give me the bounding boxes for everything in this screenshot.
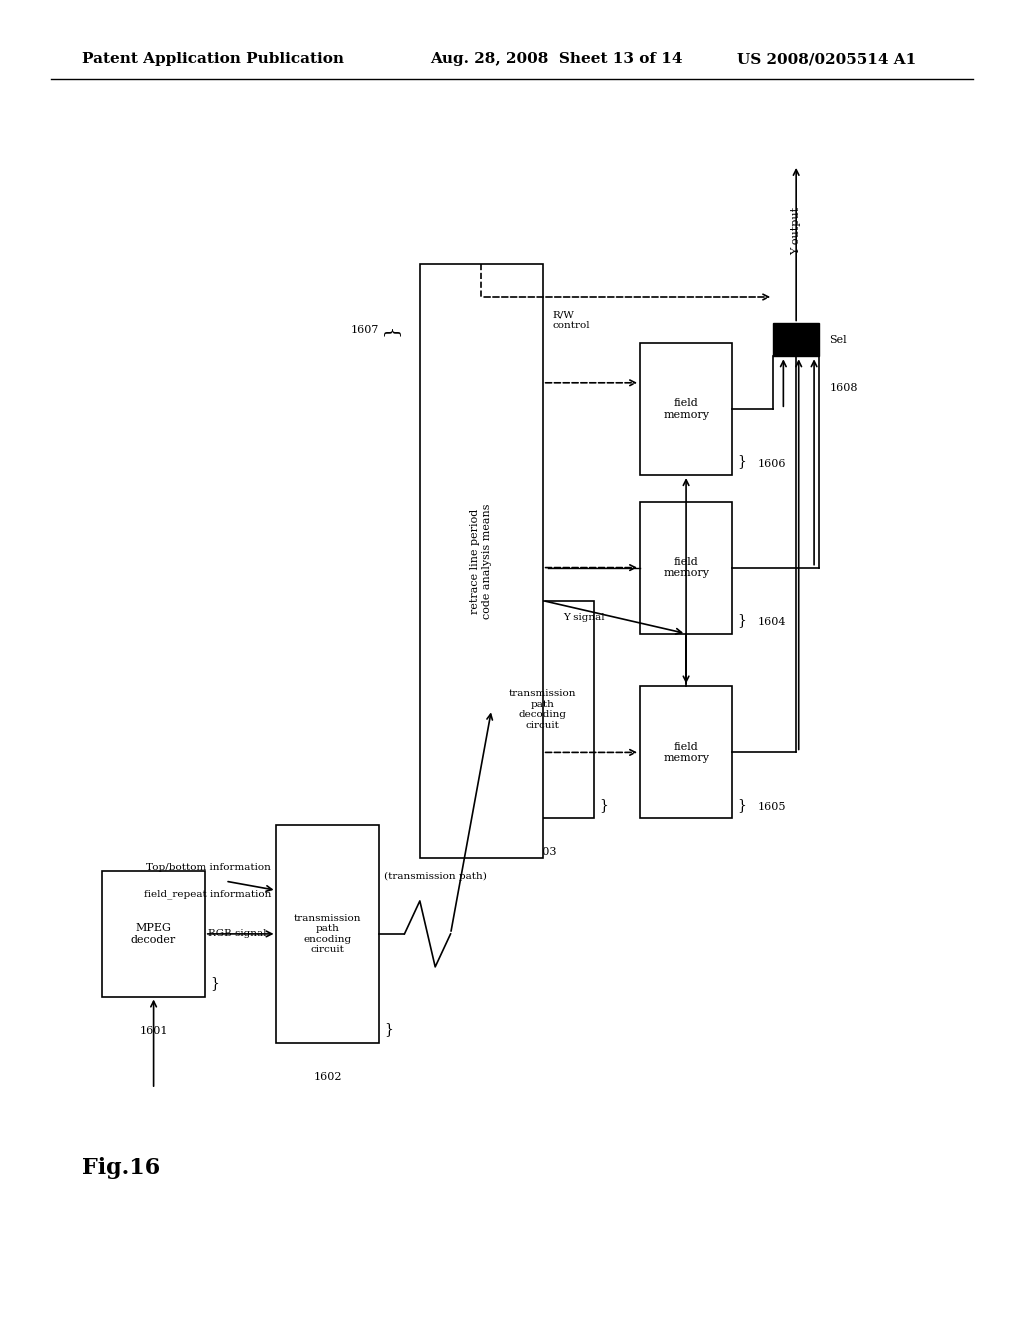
Text: }: } [599, 797, 608, 812]
Bar [102, 871, 205, 997]
Text: 1604: 1604 [758, 616, 786, 627]
Text: Fig.16: Fig.16 [82, 1158, 160, 1179]
Text: Aug. 28, 2008  Sheet 13 of 14: Aug. 28, 2008 Sheet 13 of 14 [430, 53, 683, 66]
Text: 1602: 1602 [313, 1072, 342, 1082]
Bar [640, 686, 732, 818]
Text: 1607: 1607 [350, 325, 379, 335]
Text: 1601: 1601 [139, 1026, 168, 1036]
Text: field
memory: field memory [664, 557, 709, 578]
Text: field
memory: field memory [664, 742, 709, 763]
Text: }: } [381, 323, 399, 337]
Text: US 2008/0205514 A1: US 2008/0205514 A1 [737, 53, 916, 66]
Text: transmission
path
encoding
circuit: transmission path encoding circuit [294, 913, 361, 954]
Bar [420, 264, 543, 858]
Text: }: } [210, 975, 219, 990]
Text: MPEG
decoder: MPEG decoder [131, 923, 176, 945]
Text: }: } [737, 454, 746, 469]
Bar [773, 323, 819, 356]
Text: retrace line period
code analysis means: retrace line period code analysis means [470, 503, 493, 619]
Text: R/W
control: R/W control [553, 310, 591, 330]
Text: transmission
path
decoding
circuit: transmission path decoding circuit [509, 689, 577, 730]
Text: Top/bottom information: Top/bottom information [146, 863, 271, 873]
Text: Y output: Y output [792, 207, 801, 255]
Text: }: } [384, 1022, 393, 1036]
Bar [492, 601, 594, 818]
Text: 1608: 1608 [829, 383, 858, 393]
Text: 1606: 1606 [758, 458, 786, 469]
Text: RGB signal: RGB signal [208, 929, 266, 939]
Text: (transmission path): (transmission path) [384, 873, 486, 882]
Bar [276, 825, 379, 1043]
Text: 1603: 1603 [528, 847, 557, 858]
Text: Patent Application Publication: Patent Application Publication [82, 53, 344, 66]
Text: }: } [737, 612, 746, 627]
Text: }: } [737, 797, 746, 812]
Bar [640, 502, 732, 634]
Text: Y signal: Y signal [563, 612, 605, 622]
Text: field_repeat information: field_repeat information [144, 890, 271, 899]
Text: Sel: Sel [829, 335, 847, 345]
Text: field
memory: field memory [664, 399, 709, 420]
Text: 1605: 1605 [758, 801, 786, 812]
Bar [640, 343, 732, 475]
